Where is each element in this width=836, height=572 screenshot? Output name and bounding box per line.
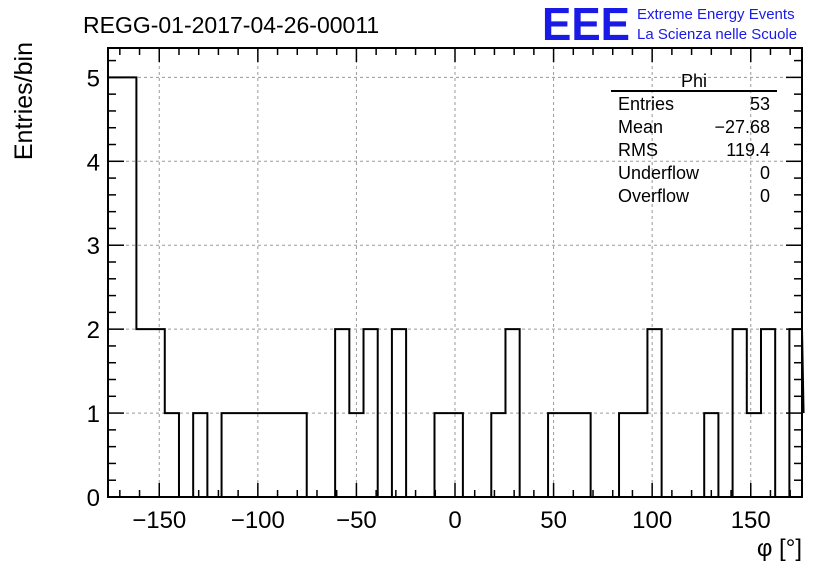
x-tick-label: 100 bbox=[632, 507, 672, 534]
stats-value-entries: 53 bbox=[750, 94, 770, 114]
x-tick-label: −150 bbox=[132, 507, 186, 534]
axis-tick-labels: −150 −100 −50 0 50 100 150 0 1 2 3 4 5 bbox=[87, 65, 771, 534]
x-tick-label: −50 bbox=[336, 507, 377, 534]
logo-line-1: Extreme Energy Events bbox=[637, 6, 795, 23]
y-tick-label: 2 bbox=[87, 317, 100, 344]
stats-box-title: Phi bbox=[681, 71, 707, 91]
stats-value-underflow: 0 bbox=[760, 163, 770, 183]
x-tick-label: 150 bbox=[731, 507, 771, 534]
stats-label-rms: RMS bbox=[618, 140, 658, 160]
y-tick-label: 1 bbox=[87, 401, 100, 428]
logo-line-2: La Scienza nelle Scuole bbox=[637, 26, 797, 43]
stats-label-mean: Mean bbox=[618, 117, 663, 137]
chart-title: REGG-01-2017-04-26-00011 bbox=[83, 12, 379, 38]
y-tick-label: 3 bbox=[87, 233, 100, 260]
eee-logo: EEE Extreme Energy Events La Scienza nel… bbox=[542, 0, 797, 50]
axis-ticks bbox=[108, 48, 802, 497]
y-tick-label: 0 bbox=[87, 485, 100, 512]
stats-label-entries: Entries bbox=[618, 94, 674, 114]
histogram-outline bbox=[107, 76, 805, 498]
y-axis-label: Entries/bin bbox=[10, 42, 38, 160]
grid-lines bbox=[108, 48, 802, 497]
stats-box: Phi Entries 53 Mean −27.68 RMS 119.4 Und… bbox=[611, 71, 777, 206]
x-tick-label: −100 bbox=[231, 507, 285, 534]
stats-label-overflow: Overflow bbox=[618, 186, 690, 206]
x-tick-label: 50 bbox=[540, 507, 567, 534]
logo-mark: EEE bbox=[542, 0, 630, 50]
stats-value-rms: 119.4 bbox=[726, 140, 770, 160]
y-tick-label: 4 bbox=[87, 149, 100, 176]
stats-label-underflow: Underflow bbox=[618, 163, 700, 183]
x-axis-label: φ [°] bbox=[757, 535, 802, 562]
stats-value-overflow: 0 bbox=[760, 186, 770, 206]
x-tick-label: 0 bbox=[448, 507, 461, 534]
stats-value-mean: −27.68 bbox=[714, 117, 770, 137]
y-tick-label: 5 bbox=[87, 65, 100, 92]
